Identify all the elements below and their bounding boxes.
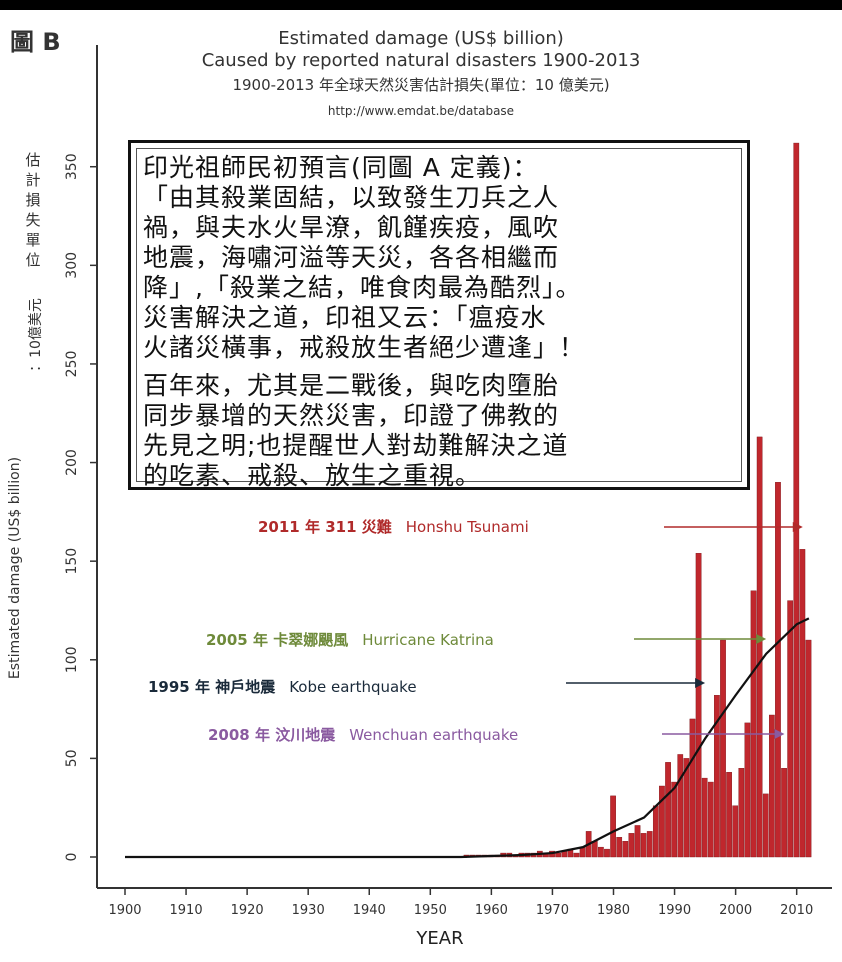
quote-line: 百年來，尤其是二戰後，與吃肉墮胎 [143,371,560,400]
y-axis-label-chinese: 估計損失單位 [25,151,41,269]
bar [720,639,726,858]
chart-subtitle-chinese: 1900-2013 年全球天然災害估計損失(單位：10 億美元) [232,76,610,94]
bar [610,795,616,858]
y-tick-label: 200 [64,449,80,476]
annotation-hurricane-katrina: 2005 年 卡翠娜颶風 Hurricane Katrina [206,629,494,650]
annotation-en: Kobe earthquake [289,678,417,696]
annotation-wenchuan-earthquake: 2008 年 汶川地震 Wenchuan earthquake [208,724,518,745]
bar [756,436,763,858]
bar [738,768,745,858]
bar [598,846,604,858]
bar [701,777,708,858]
bar [622,841,629,858]
annotation-cn: 2005 年 卡翠娜颶風 [206,631,349,649]
quote-line: 降」,「殺業之結，唯食肉最為酷烈」。 [143,273,582,302]
quote-line: 先見之明;也提醒世人對劫難解決之道 [143,431,569,460]
bar [604,848,610,858]
quote-line: 火諸災橫事，戒殺放生者絕少遭逢」！ [143,333,586,362]
quote-textbox: 印光祖師民初預言(同圖 A 定義)： 「由其殺業固結，以致發生刀兵之人 禍，與夫… [128,140,750,490]
bar [707,781,714,858]
x-axis-label: YEAR [416,928,464,949]
y-tick-label: 100 [64,646,80,673]
bar [726,771,732,858]
quote-line: 的吃素、戒殺、放生之重視。 [143,461,482,490]
x-tick-label: 1900 [108,903,141,918]
bar [775,482,781,858]
annotation-cn: 2011 年 311 災難 [258,518,392,536]
x-tick-label: 1970 [536,903,569,918]
quote-textbox-inner: 印光祖師民初預言(同圖 A 定義)： 「由其殺業固結，以致發生刀兵之人 禍，與夫… [136,148,742,490]
y-tick-label: 250 [64,351,80,378]
x-tick-label: 2000 [719,903,752,918]
bar [659,785,665,858]
annotation-en: Wenchuan earthquake [349,726,519,744]
bar [787,600,794,858]
bar [695,553,702,858]
annotation-honshu-tsunami: 2011 年 311 災難 Honshu Tsunami [258,516,529,537]
bar [799,549,806,858]
x-tick-label: 1920 [231,903,264,918]
chart-subtitle: Caused by reported natural disasters 190… [201,50,641,71]
annotation-en: Honshu Tsunami [405,518,529,536]
arrow-hurricane-katrina-head [756,634,767,644]
annotation-kobe-earthquake: 1995 年 神戶地震 Kobe earthquake [148,676,417,697]
x-tick-label: 1930 [292,903,325,918]
bar [793,142,800,858]
quote-line: 「由其殺業固結，以致發生刀兵之人 [143,183,560,212]
arrow-kobe-earthquake-head [695,678,706,688]
bar [714,695,720,858]
y-tick-label: 300 [64,252,80,279]
y-tick-label: 50 [64,749,80,767]
quote-line: 禍，與夫水火旱潦，飢饉疾疫，風吹 [143,213,560,242]
x-tick-label: 1990 [658,903,691,918]
bar [762,793,769,858]
annotation-en: Hurricane Katrina [362,631,494,649]
x-tick-label: 2010 [780,903,813,918]
source-url: http://www.emdat.be/database [327,104,515,118]
x-tick-label: 1980 [597,903,630,918]
bar [769,714,775,858]
paragraph-gap [143,363,735,371]
x-tick-label: 1940 [353,903,386,918]
bar [677,754,684,858]
bar [616,837,623,858]
bar [628,833,635,858]
top-border [0,0,842,10]
trend-line [125,617,810,859]
quote-line: 印光祖師民初預言(同圖 A 定義)： [143,153,539,182]
bar [671,781,678,858]
bar [689,718,696,858]
x-tick-label: 1950 [414,903,447,918]
bar [732,805,739,858]
bar [744,722,751,858]
x-tick-label: 1960 [475,903,508,918]
bar [646,831,653,858]
annotation-cn: 2008 年 汶川地震 [208,726,336,744]
figure-label: 圖 B [10,28,61,56]
bar [683,758,690,858]
bar [805,639,812,858]
bar [573,852,580,858]
arrow-wenchuan-earthquake-head [774,729,785,739]
chart-title: Estimated damage (US$ billion) [278,28,564,49]
arrow-honshu-tsunami-head [792,522,803,532]
bar [781,768,787,858]
annotation-cn: 1995 年 神戶地震 [148,678,276,696]
bar [591,841,598,858]
quote-line: 災害解決之道，印祖又云：「瘟疫水 [143,303,547,332]
quote-line: 同步暴增的天然災害，印證了佛教的 [143,401,560,430]
bar [640,833,647,858]
x-tick-label: 1910 [170,903,203,918]
bar [555,852,561,858]
y-tick-label: 150 [64,548,80,575]
y-tick-label: 0 [64,853,80,862]
y-tick-label: 350 [64,153,80,180]
bar [652,805,659,858]
bar [665,762,671,858]
bar [634,825,641,858]
bar [750,590,757,858]
quote-line: 地震，海嘯河溢等天災，各各相繼而 [143,243,560,272]
